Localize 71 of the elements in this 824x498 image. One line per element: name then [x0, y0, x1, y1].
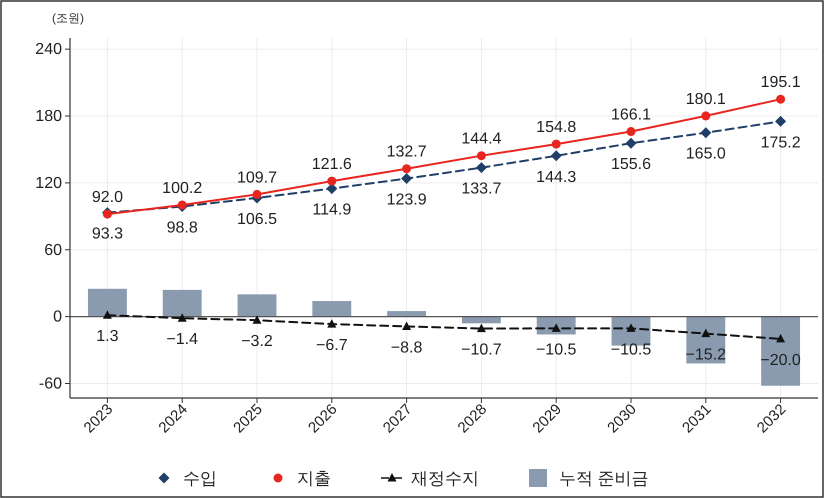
y-tick-label: 0: [53, 308, 62, 326]
data-label: 154.8: [536, 119, 576, 136]
point: [626, 127, 636, 136]
data-label: −10.5: [610, 341, 652, 358]
point: [252, 315, 262, 324]
y-axis-title: (조원): [52, 11, 84, 25]
point: [178, 313, 187, 322]
point: [476, 151, 486, 160]
data-label: 109.7: [236, 169, 278, 186]
data-label: 114.9: [312, 202, 352, 219]
y-tick-label: 180: [35, 108, 62, 126]
y-tick-label: 120: [35, 174, 62, 192]
data-label: 195.1: [760, 74, 801, 92]
point: [775, 116, 786, 127]
data-label: 132.7: [386, 144, 427, 161]
data-label: 1.3: [96, 328, 119, 346]
point: [178, 200, 187, 210]
data-label: 175.2: [760, 134, 801, 152]
point: [626, 323, 636, 332]
data-label: −10.5: [536, 341, 577, 358]
data-label: 144.4: [461, 130, 502, 148]
data-label: 155.6: [610, 156, 652, 174]
point: [102, 210, 112, 219]
legend-label: 수입: [183, 469, 217, 488]
point: [776, 94, 786, 104]
legend-label: 누적 준비금: [559, 469, 649, 488]
point: [626, 138, 636, 149]
bar: [238, 294, 276, 317]
point: [402, 164, 412, 174]
bar: [88, 288, 127, 317]
data-label: −8.8: [390, 339, 422, 356]
y-tick-label: 240: [35, 41, 62, 58]
data-label: 144.3: [536, 168, 576, 186]
data-label: −1.4: [166, 331, 198, 348]
point: [102, 310, 112, 319]
data-label: 180.1: [686, 90, 726, 108]
point: [401, 173, 412, 184]
data-label: −10.7: [461, 342, 502, 359]
data-label: 93.3: [92, 226, 124, 243]
point: [552, 140, 561, 149]
point: [776, 334, 786, 342]
data-label: 100.2: [162, 180, 202, 197]
point: [402, 321, 412, 330]
point: [701, 111, 710, 120]
point: [550, 150, 562, 162]
data-label: 165.0: [686, 146, 726, 163]
point: [252, 190, 262, 199]
data-label: 92.0: [92, 189, 124, 206]
point: [476, 324, 486, 332]
data-label: 166.1: [610, 106, 652, 124]
bar: [462, 316, 501, 324]
data-label: 133.7: [461, 180, 502, 198]
legend-label: 재정수지: [411, 469, 479, 488]
data-label: 121.6: [312, 156, 352, 174]
point: [701, 328, 710, 338]
point: [476, 162, 487, 174]
point: [327, 319, 336, 328]
point: [327, 176, 336, 186]
bar: [387, 311, 426, 317]
data-label: −3.2: [241, 333, 273, 350]
legend-label: 지출: [297, 469, 331, 488]
data-label: 123.9: [386, 192, 427, 209]
bar: [312, 301, 352, 317]
point: [700, 127, 712, 138]
data-label: 98.8: [166, 220, 198, 237]
bar: [162, 290, 202, 317]
y-tick-label: 60: [44, 242, 62, 259]
data-label: −6.7: [316, 337, 348, 354]
point: [552, 323, 561, 332]
data-label: 106.5: [236, 210, 278, 228]
y-tick-label: -60: [38, 376, 62, 393]
